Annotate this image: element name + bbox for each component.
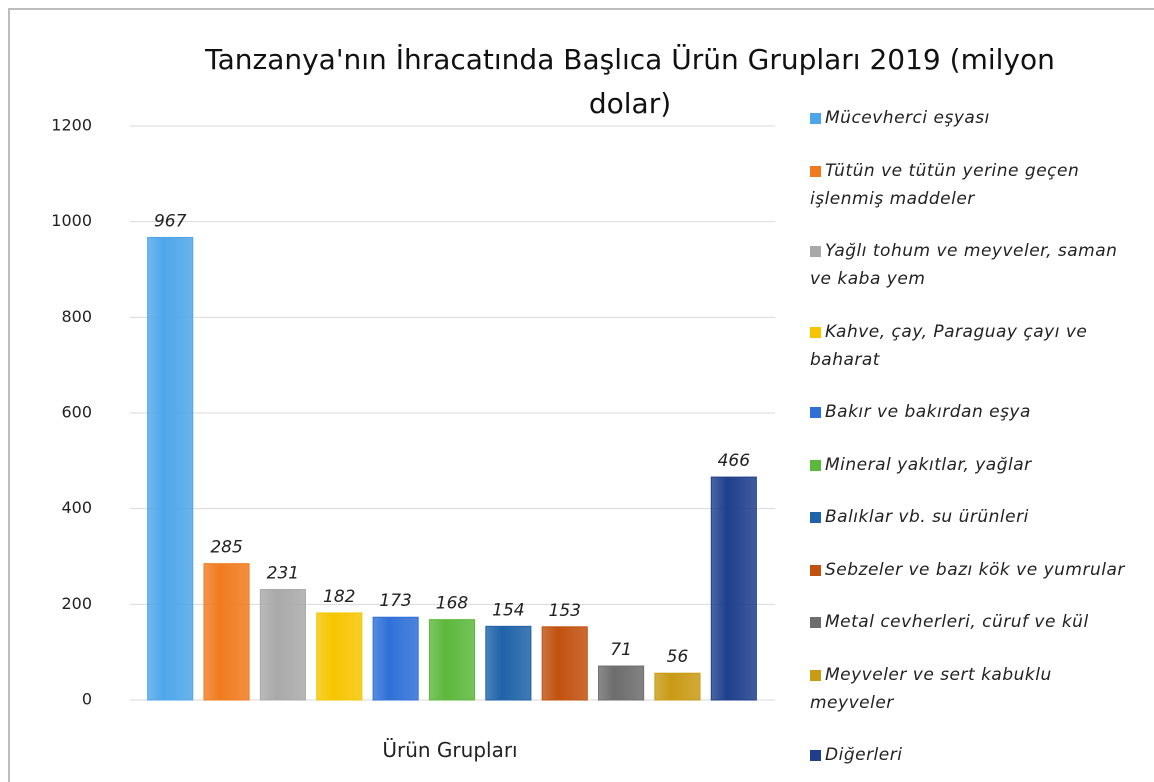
legend-item: Meyveler ve sert kabuklu meyveler xyxy=(810,661,1130,717)
legend-item: Kahve, çay, Paraguay çayı ve baharat xyxy=(810,318,1130,374)
bar xyxy=(485,625,532,701)
y-tick-label: 400 xyxy=(61,498,92,517)
legend-label: Meyveler ve sert kabuklu meyveler xyxy=(810,664,1052,713)
y-tick-label: 1200 xyxy=(51,116,92,135)
value-label: 153 xyxy=(549,601,581,621)
legend-swatch xyxy=(810,459,821,471)
legend-item: Balıklar vb. su ürünleri xyxy=(810,503,1130,531)
legend-label: Balıklar vb. su ürünleri xyxy=(825,507,1029,527)
bar xyxy=(316,612,363,701)
legend-item: Mineral yakıtlar, yağlar xyxy=(810,451,1130,479)
legend-label: Yağlı tohum ve meyveler, saman ve kaba y… xyxy=(810,241,1118,289)
y-tick-label: 200 xyxy=(61,594,92,613)
legend-swatch xyxy=(810,564,821,576)
y-tick-label: 600 xyxy=(61,403,92,422)
legend-swatch xyxy=(810,246,821,257)
legend-label: Diğerleri xyxy=(825,745,903,765)
value-label: 466 xyxy=(718,451,751,471)
legend-item: Diğerleri xyxy=(810,741,1130,769)
legend-swatch xyxy=(810,669,821,681)
value-label: 285 xyxy=(210,538,242,558)
value-label: 182 xyxy=(323,587,355,607)
legend-item: Mücevherci eşyası xyxy=(810,104,1130,132)
y-tick-label: 800 xyxy=(61,307,92,326)
legend: Mücevherci eşyası Tütün ve tütün yerine g… xyxy=(810,104,1130,769)
value-label: 168 xyxy=(436,594,469,614)
y-tick-label: 1000 xyxy=(51,211,92,230)
legend-swatch xyxy=(810,165,821,177)
bar xyxy=(372,616,419,701)
bar xyxy=(541,626,588,701)
value-label: 56 xyxy=(667,647,689,667)
value-label: 173 xyxy=(379,591,411,611)
bar xyxy=(147,236,194,701)
legend-swatch xyxy=(810,407,821,418)
legend-label: Mücevherci eşyası xyxy=(825,108,990,128)
bar xyxy=(203,563,250,701)
legend-item: Sebzeler ve bazı kök ve yumrular xyxy=(810,556,1130,584)
legend-item: Bakır ve bakırdan eşya xyxy=(810,398,1130,426)
bar xyxy=(428,619,476,701)
frame xyxy=(8,8,1154,782)
legend-swatch xyxy=(810,512,821,523)
legend-swatch xyxy=(810,326,821,338)
legend-label: Mineral yakıtlar, yağlar xyxy=(825,454,1032,475)
value-label: 231 xyxy=(267,564,299,584)
bar xyxy=(710,476,757,701)
y-tick-label: 0 xyxy=(82,690,92,709)
legend-item: Tütün ve tütün yerine geçen işlenmiş mad… xyxy=(810,157,1130,213)
bar xyxy=(654,672,701,701)
legend-swatch xyxy=(810,113,821,124)
value-label: 71 xyxy=(610,640,632,660)
bar xyxy=(598,665,645,701)
legend-label: Kahve, çay, Paraguay çayı ve baharat xyxy=(810,321,1088,370)
legend-item: Metal cevherleri, cüruf ve kül xyxy=(810,608,1130,636)
bar xyxy=(259,589,306,701)
legend-label: Metal cevherleri, cüruf ve kül xyxy=(825,612,1089,632)
legend-label: Bakır ve bakırdan eşya xyxy=(825,402,1031,422)
chart-title: Tanzanya'nın İhracatında Başlıca Ürün Gr… xyxy=(205,43,1055,120)
x-axis-label: Ürün Grupları xyxy=(382,738,518,762)
value-label: 154 xyxy=(492,600,524,620)
legend-swatch xyxy=(810,617,821,628)
legend-item: Yağlı tohum ve meyveler, saman ve kaba y… xyxy=(810,237,1130,293)
value-label: 967 xyxy=(154,211,187,231)
legend-label: Tütün ve tütün yerine geçen işlenmiş mad… xyxy=(810,160,1080,209)
legend-swatch xyxy=(810,750,821,761)
legend-label: Sebzeler ve bazı kök ve yumrular xyxy=(825,559,1125,580)
